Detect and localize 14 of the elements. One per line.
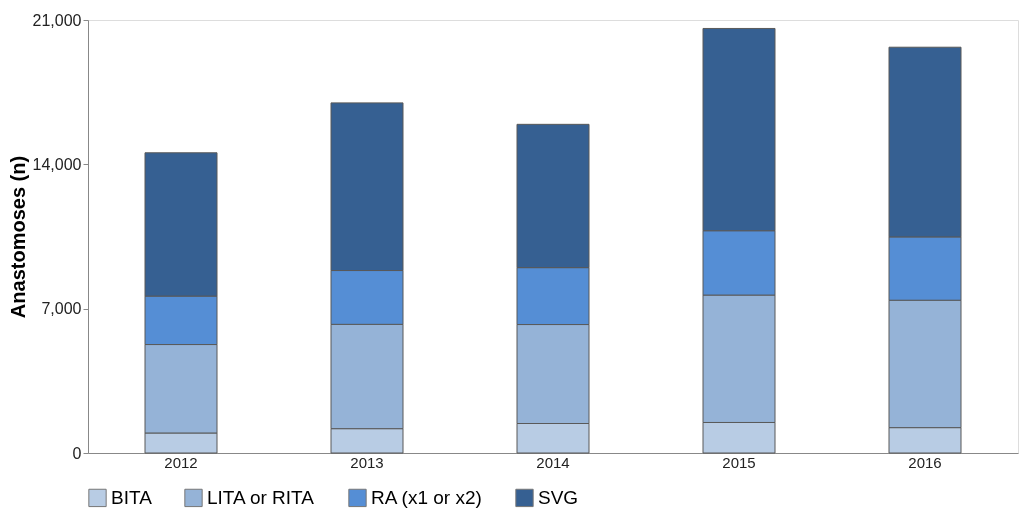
legend-label: SVG: [538, 486, 579, 508]
legend-label: BITA: [111, 486, 153, 508]
y-tick-label: 21,000: [32, 11, 82, 29]
legend-label: RA (x1 or x2): [371, 486, 482, 508]
x-tick-label: 2012: [164, 453, 198, 471]
x-tick-label: 2013: [350, 453, 384, 471]
y-tick-label: 7,000: [41, 300, 82, 318]
legend-label: LITA or RITA: [207, 486, 315, 508]
y-tick-label: 14,000: [32, 155, 82, 173]
x-tick-label: 2014: [536, 453, 570, 471]
x-tick-label: 2016: [908, 453, 942, 471]
x-tick-label: 2015: [722, 453, 756, 471]
y-tick-label: 0: [72, 444, 82, 462]
y-axis-title: Anastomoses (n): [6, 155, 29, 319]
